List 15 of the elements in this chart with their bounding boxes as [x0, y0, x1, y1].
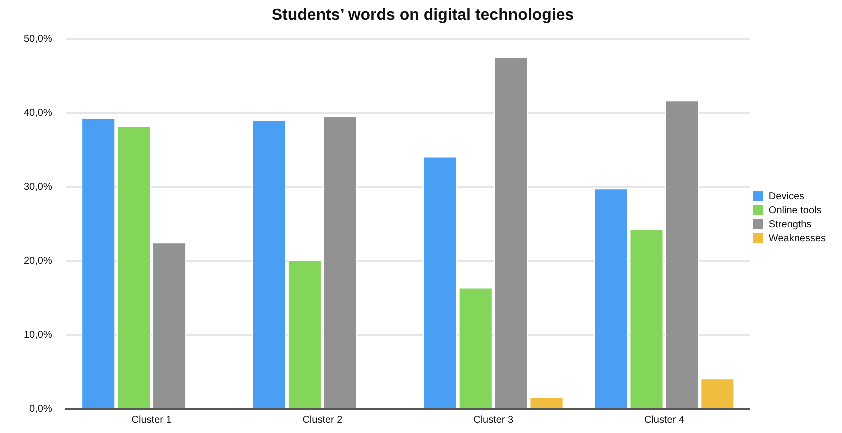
y-tick-label: 30,0% [24, 182, 52, 193]
legend-label: Online tools [768, 205, 822, 216]
y-tick-label: 40,0% [24, 108, 52, 119]
legend-label: Strengths [768, 219, 812, 230]
y-tick-label: 10,0% [24, 330, 52, 341]
chart-title: Students’ words on digital technologies [272, 7, 574, 24]
x-tick-label: Cluster 2 [302, 414, 344, 426]
x-tick-label: Cluster 1 [132, 414, 172, 426]
x-tick-label: Cluster 3 [474, 414, 514, 426]
y-tick-label: 0,0% [30, 404, 52, 415]
y-tick-label: 50,0% [24, 34, 52, 45]
x-tick-label: Cluster 4 [644, 414, 685, 426]
y-tick-label: 20,0% [24, 256, 52, 267]
legend-label: Weaknesses [768, 233, 826, 244]
legend-label: Devices [768, 191, 805, 202]
